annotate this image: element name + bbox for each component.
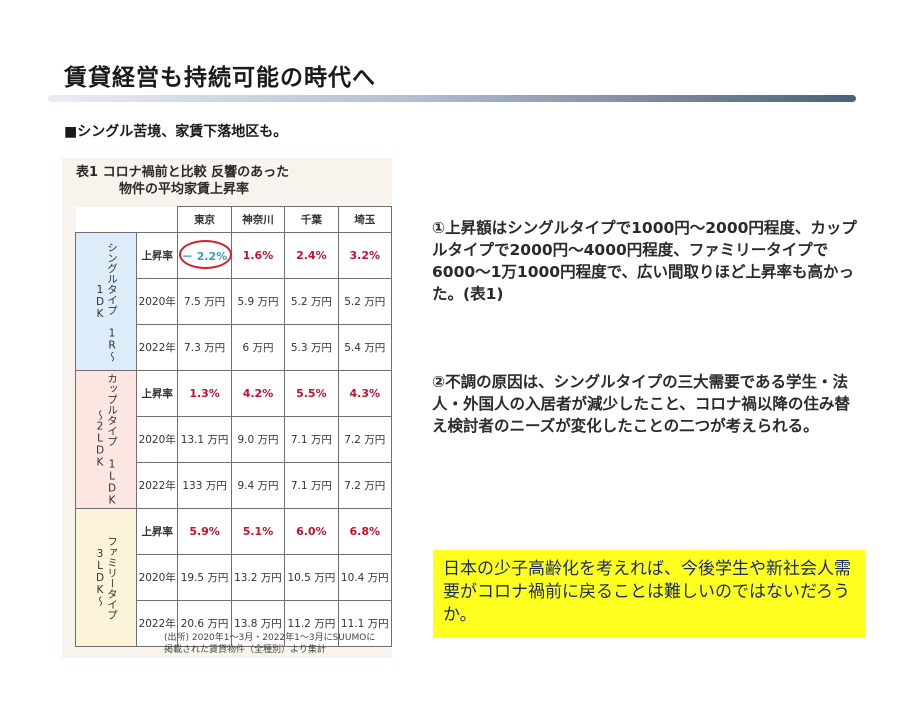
table-cell: 4.3% xyxy=(337,370,393,417)
red-circle-highlight xyxy=(179,240,233,269)
figure-caption: 表1 コロナ禍前と比較 反響のあった 物件の平均家賃上昇率 xyxy=(76,164,289,198)
subtitle: ■シングル苦境、家賃下落地区も。 xyxy=(64,124,288,140)
table-row: 2020年 19.5 万円 13.2 万円 10.5 万円 10.4 万円 xyxy=(76,554,393,601)
table-cell: 5.2 万円 xyxy=(284,278,339,325)
column-header: 東京 xyxy=(177,206,232,233)
table-cell: 1.3% xyxy=(177,370,232,417)
highlight-callout: 日本の少子高齢化を考えれば、今後学生や新社会人需要がコロナ禍前に戻ることは難しい… xyxy=(433,550,865,638)
header-spacer xyxy=(136,206,178,233)
table-cell: 6.8% xyxy=(337,508,393,555)
paragraph-1: ①上昇額はシングルタイプで1000円～2000円程度、カップルタイプで2000円… xyxy=(432,219,857,303)
table-cell: 1.6% xyxy=(230,232,286,279)
header-spacer xyxy=(75,206,137,233)
row-label: 2020年 xyxy=(135,278,179,325)
table-row: カップルタイプ 1LDK～2LDK 上昇率 1.3% 4.2% 5.5% 4.3… xyxy=(75,370,393,509)
rent-table-figure: 表1 コロナ禍前と比較 反響のあった 物件の平均家賃上昇率 東京 神奈川 千葉 … xyxy=(62,158,393,658)
row-label: 2022年 xyxy=(135,462,179,509)
table-row: 2022年 133 万円 9.4 万円 7.1 万円 7.2 万円 xyxy=(76,462,393,509)
rent-table: 東京 神奈川 千葉 埼玉 シングルタイプ 1R～1DK 上昇率 － 2.2% 1… xyxy=(75,206,393,647)
row-label: 2020年 xyxy=(135,416,179,463)
table-cell: 10.4 万円 xyxy=(337,554,393,601)
table-cell: 7.2 万円 xyxy=(337,416,393,463)
table-cell: 13.8 万円 xyxy=(230,600,286,647)
table-cell: 10.5 万円 xyxy=(284,554,339,601)
group-label-single: シングルタイプ 1R～1DK xyxy=(75,232,137,371)
row-label: 2020年 xyxy=(135,554,179,601)
row-label: 上昇率 xyxy=(135,232,179,279)
figure-caption-line1: 表1 コロナ禍前と比較 反響のあった xyxy=(76,165,290,180)
table-cell: 3.2% xyxy=(337,232,393,279)
table-cell: 13.1 万円 xyxy=(177,416,232,463)
table-cell: 9.0 万円 xyxy=(230,416,286,463)
table-cell: 7.1 万円 xyxy=(284,416,339,463)
figure-source-note: (出所) 2020年1～3月・2022年1～3月にSUUMOに 掲載された賃貸物… xyxy=(164,632,375,656)
column-header: 千葉 xyxy=(284,206,339,233)
table-cell: 7.1 万円 xyxy=(284,462,339,509)
table-header-row: 東京 神奈川 千葉 埼玉 xyxy=(75,206,393,233)
table-row: ファミリータイプ 3LDK～ 上昇率 5.9% 5.1% 6.0% 6.8% xyxy=(75,508,393,647)
table-cell: 7.3 万円 xyxy=(177,324,232,371)
table-cell: 20.6 万円 xyxy=(177,600,232,647)
group-label-family: ファミリータイプ 3LDK～ xyxy=(75,508,137,647)
table-row: 2020年 7.5 万円 5.9 万円 5.2 万円 5.2 万円 xyxy=(76,278,393,325)
table-cell-highlighted: － 2.2% xyxy=(177,232,233,279)
table-cell: 13.2 万円 xyxy=(230,554,286,601)
table-cell: 4.2% xyxy=(230,370,286,417)
table-cell: 133 万円 xyxy=(177,462,232,509)
paragraph-2: ②不調の原因は、シングルタイプの三大需要である学生・法人・外国人の入居者が減少し… xyxy=(432,373,850,435)
table-cell: 5.4 万円 xyxy=(337,324,393,371)
table-cell: 11.2 万円 xyxy=(284,600,339,647)
table-row: シングルタイプ 1R～1DK 上昇率 － 2.2% 1.6% 2.4% 3.2% xyxy=(75,232,393,371)
table-row: 2022年 7.3 万円 6 万円 5.3 万円 5.4 万円 xyxy=(76,324,393,371)
row-label: 2022年 xyxy=(135,324,179,371)
table-cell: 19.5 万円 xyxy=(177,554,232,601)
table-row: 2020年 13.1 万円 9.0 万円 7.1 万円 7.2 万円 xyxy=(76,416,393,463)
row-label: 2022年 xyxy=(135,600,179,647)
table-cell: 6.0% xyxy=(284,508,339,555)
table-cell: 2.4% xyxy=(284,232,339,279)
table-cell: 11.1 万円 xyxy=(337,600,393,647)
source-line1: (出所) 2020年1～3月・2022年1～3月にSUUMOに xyxy=(164,633,376,643)
group-label-couple: カップルタイプ 1LDK～2LDK xyxy=(75,370,137,509)
table-cell: 5.5% xyxy=(284,370,339,417)
table-cell: 5.2 万円 xyxy=(337,278,393,325)
table-cell: 5.3 万円 xyxy=(284,324,339,371)
figure-caption-line2: 物件の平均家賃上昇率 xyxy=(119,182,250,197)
column-header: 埼玉 xyxy=(337,206,393,233)
table-cell: 5.9 万円 xyxy=(230,278,286,325)
table-cell: 5.1% xyxy=(230,508,286,555)
table-cell: 7.2 万円 xyxy=(337,462,393,509)
table-cell: 6 万円 xyxy=(230,324,286,371)
table-cell: 7.5 万円 xyxy=(177,278,232,325)
table-cell: 5.9% xyxy=(177,508,232,555)
table-row: 2022年 20.6 万円 13.8 万円 11.2 万円 11.1 万円 xyxy=(76,600,393,647)
table-cell: 9.4 万円 xyxy=(230,462,286,509)
slide-title: 賃貸経営も持続可能の時代へ xyxy=(64,65,376,91)
source-line2: 掲載された賃貸物件（全種別）より集計 xyxy=(164,645,326,655)
column-header: 神奈川 xyxy=(230,206,286,233)
row-label: 上昇率 xyxy=(135,508,179,555)
row-label: 上昇率 xyxy=(135,370,179,417)
title-divider xyxy=(48,95,856,102)
